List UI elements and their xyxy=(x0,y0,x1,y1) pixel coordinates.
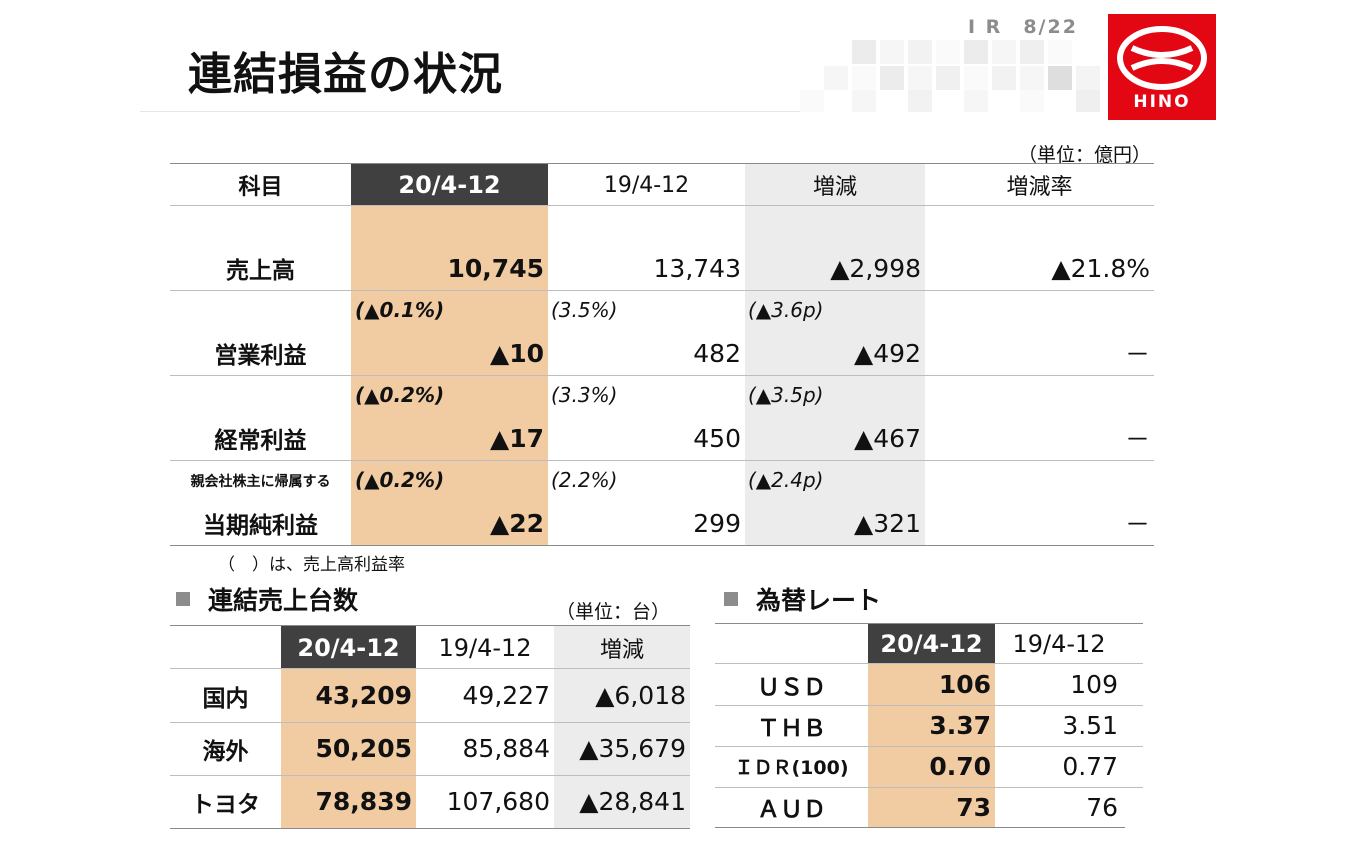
pl-diff-column-bg xyxy=(745,164,925,546)
pl-current-header-bg xyxy=(351,164,548,206)
units-previous-value: 107,680 xyxy=(446,787,550,816)
pl-diff-margin: (▲3.6p) xyxy=(748,298,824,322)
pl-diff-margin: (▲3.5p) xyxy=(748,383,824,407)
fx-row-label: ＴＨＢ xyxy=(757,715,826,742)
units-current-value: 78,839 xyxy=(315,787,412,816)
page-number: I R 8/22 xyxy=(968,16,1078,38)
pl-diff-value: ▲492 xyxy=(854,338,921,368)
pl-current-column-bg xyxy=(351,206,548,546)
fx-row-label: ＡＵＤ xyxy=(757,797,826,823)
title-divider xyxy=(140,111,800,112)
fx-previous-value: 0.77 xyxy=(1062,752,1118,781)
pl-header-current: 20/4-12 xyxy=(398,171,501,199)
pl-rate-value: ▲21.8% xyxy=(1051,253,1150,283)
pl-current-value: 10,745 xyxy=(447,253,544,283)
pl-diff-value: ▲2,998 xyxy=(830,253,921,283)
units-header-previous: 19/4-12 xyxy=(438,633,532,662)
units-row-label: 国内 xyxy=(202,685,249,712)
hino-emblem-icon xyxy=(1117,26,1207,90)
pl-diff-margin: (▲2.4p) xyxy=(748,468,824,492)
pl-previous-value: 482 xyxy=(693,338,741,368)
pl-previous-value: 13,743 xyxy=(653,253,741,283)
units-previous-value: 85,884 xyxy=(462,734,550,763)
units-current-value: 43,209 xyxy=(315,681,412,710)
pl-previous-margin: (3.3%) xyxy=(551,383,618,407)
pl-header-diff: 増減 xyxy=(812,175,857,200)
fx-header-previous: 19/4-12 xyxy=(1012,630,1106,658)
pl-previous-margin: (2.2%) xyxy=(551,468,618,492)
pl-rate-value: － xyxy=(1124,340,1150,369)
units-section-heading: 連結売上台数 xyxy=(176,582,358,616)
units-row-label: 海外 xyxy=(202,738,249,765)
fx-current-value: 3.37 xyxy=(929,711,991,740)
pl-current-value: ▲22 xyxy=(489,508,544,538)
units-row-label: トヨタ xyxy=(191,791,260,818)
pl-unit-label: （単位：億円） xyxy=(1018,144,1152,166)
pl-previous-value: 450 xyxy=(693,423,741,453)
pl-row-sublabel: 親会社株主に帰属する xyxy=(190,474,331,490)
pl-row-label: 営業利益 xyxy=(214,343,307,369)
fx-previous-value: 76 xyxy=(1086,792,1118,822)
pl-diff-value: ▲467 xyxy=(854,423,921,453)
units-current-value: 50,205 xyxy=(315,734,412,763)
hino-logo: HINO xyxy=(1108,14,1216,120)
logo-text: HINO xyxy=(1133,92,1191,112)
units-header-current: 20/4-12 xyxy=(297,633,400,662)
pl-header-rate: 増減率 xyxy=(1006,175,1073,200)
fx-current-value: 0.70 xyxy=(929,752,991,781)
units-header-diff: 増減 xyxy=(599,637,644,663)
pl-row-label: 当期純利益 xyxy=(203,513,318,539)
fx-current-value: 106 xyxy=(938,670,991,699)
pl-previous-value: 299 xyxy=(693,508,741,538)
units-heading-text: 連結売上台数 xyxy=(208,586,359,615)
fx-header-current: 20/4-12 xyxy=(880,630,983,658)
pl-row-label: 経常利益 xyxy=(214,428,307,454)
fx-section-heading: 為替レート xyxy=(724,582,881,616)
pl-diff-value: ▲321 xyxy=(854,508,921,538)
pl-rate-value: － xyxy=(1124,510,1150,539)
units-diff-value: ▲6,018 xyxy=(595,681,686,710)
page-title: 連結損益の状況 xyxy=(188,49,503,100)
pl-current-margin: (▲0.2%) xyxy=(355,383,445,407)
pl-current-margin: (▲0.2%) xyxy=(355,468,445,492)
pl-row-label: 売上高 xyxy=(226,258,295,284)
units-diff-value: ▲28,841 xyxy=(579,787,686,816)
pl-current-value: ▲10 xyxy=(489,338,544,368)
fx-previous-value: 109 xyxy=(1070,670,1118,699)
pl-header-previous: 19/4-12 xyxy=(603,172,690,198)
pl-current-margin: (▲0.1%) xyxy=(355,298,445,322)
fx-heading-text: 為替レート xyxy=(756,586,882,615)
fx-previous-value: 3.51 xyxy=(1062,711,1118,740)
units-unit-label: （単位：台） xyxy=(556,601,671,623)
bullet-square-icon xyxy=(176,592,190,606)
fx-row-label: ＩＤＲ(100) xyxy=(734,757,849,779)
pl-current-value: ▲17 xyxy=(489,423,544,453)
pl-previous-margin: (3.5%) xyxy=(551,298,618,322)
pl-rate-value: － xyxy=(1124,425,1150,454)
fx-current-value: 73 xyxy=(956,792,991,822)
fx-row-label: ＵＳＤ xyxy=(757,674,826,701)
units-previous-value: 49,227 xyxy=(462,681,550,710)
bullet-square-icon xyxy=(724,592,738,606)
pl-footnote: （ ）は、売上高利益率 xyxy=(218,555,405,575)
pl-header-item: 科目 xyxy=(238,175,283,200)
units-diff-value: ▲35,679 xyxy=(579,734,686,763)
